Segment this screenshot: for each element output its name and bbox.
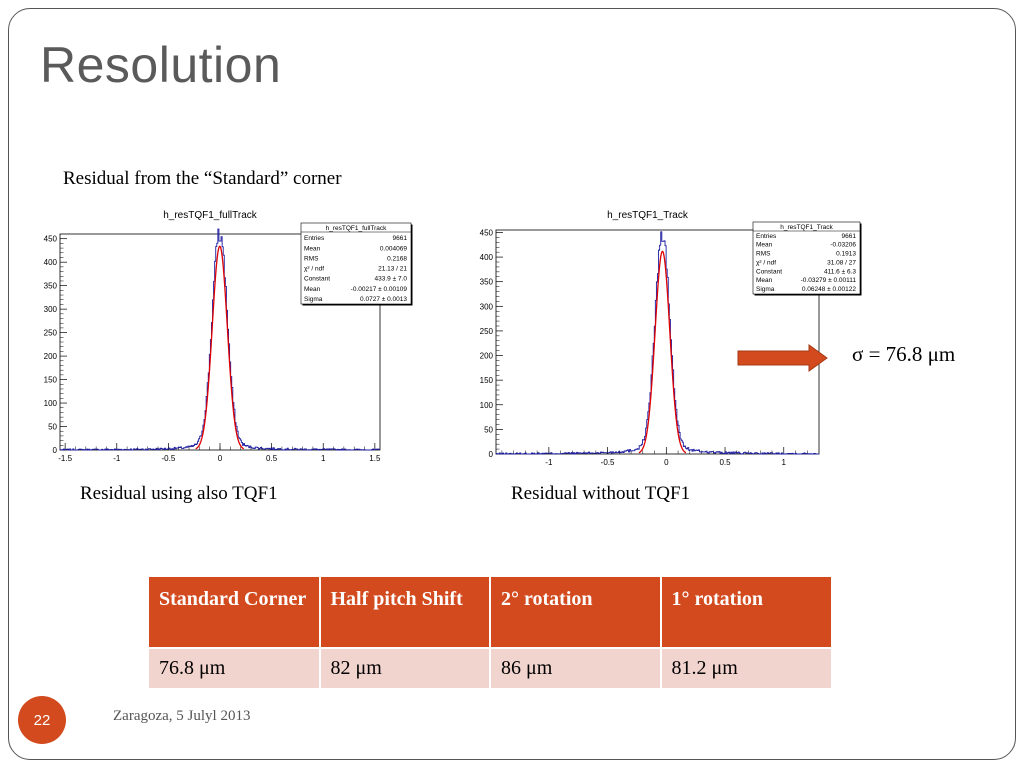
y-tick-label: 450 xyxy=(480,228,494,237)
y-tick-label: 150 xyxy=(44,376,58,385)
y-tick-label: 400 xyxy=(480,253,494,262)
stats-row-value: -0.03206 xyxy=(830,242,856,249)
histogram-line xyxy=(495,231,819,455)
stats-row-value: 31.08 / 27 xyxy=(827,259,856,266)
y-tick-label: 0 xyxy=(53,446,58,455)
histogram-right-svg: h_resTQF1_Track 0 50 100 150 200 250 300 350 400 4… xyxy=(480,210,862,467)
stats-row-label: Mean xyxy=(756,277,773,284)
stats-row-label: Mean xyxy=(304,245,321,252)
caption-right-plot: Residual without TQF1 xyxy=(511,483,691,504)
gaussian-fit-line xyxy=(195,245,245,450)
x-tick-label: -0.5 xyxy=(601,458,615,467)
table-cell: 82 μm xyxy=(319,647,491,688)
stats-row-value: -0.00217 ± 0.00109 xyxy=(351,286,408,293)
y-tick-label: 100 xyxy=(480,401,494,410)
x-tick-label: 1.5 xyxy=(369,454,381,463)
y-tick-label: 150 xyxy=(480,376,494,385)
sigma-result: σ = 76.8 μm xyxy=(852,342,956,366)
stats-row-value: 433.9 ± 7.0 xyxy=(375,276,408,283)
stats-row-label: Sigma xyxy=(756,286,775,293)
x-tick-label: -1 xyxy=(113,454,121,463)
chart-title: h_resTQF1_fullTrack xyxy=(163,210,258,221)
histogram-left: h_resTQF1_fullTrack 0 50 100 150 200 250 300 350… xyxy=(20,204,420,472)
y-tick-label: 200 xyxy=(44,352,58,361)
stats-row-value: 0.004069 xyxy=(380,245,407,252)
x-tick-label: -1.5 xyxy=(58,454,72,463)
y-tick-label: 50 xyxy=(484,425,493,434)
y-tick-label: 300 xyxy=(44,305,58,314)
stats-row-value: 9661 xyxy=(393,235,408,242)
histogram-right: h_resTQF1_Track 0 50 100 150 200 250 300 350 400 4… xyxy=(464,204,864,472)
table-header-row: Standard Corner Half pitch Shift 2° rota… xyxy=(149,577,831,648)
caption-left-plot: Residual using also TQF1 xyxy=(80,483,278,504)
gaussian-fit-line xyxy=(638,250,687,454)
x-tick-label: -0.5 xyxy=(161,454,175,463)
chart-title: h_resTQF1_Track xyxy=(607,210,689,221)
stats-row-label: χ² / ndf xyxy=(756,259,776,266)
arrow-right-icon xyxy=(737,344,828,372)
slide-title: Resolution xyxy=(40,37,282,93)
stats-row-label: χ² / ndf xyxy=(304,266,324,273)
stats-row-label: Entries xyxy=(304,235,325,242)
y-tick-label: 300 xyxy=(480,302,494,311)
stats-box-frame xyxy=(752,221,861,295)
stats-row-value: -0.03279 ± 0.00111 xyxy=(801,277,857,284)
stats-box-frame xyxy=(300,222,412,305)
caption-standard-corner: Residual from the “Standard” corner xyxy=(63,168,342,189)
y-tick-label: 350 xyxy=(480,278,494,287)
table-row: 76.8 μm 82 μm 86 μm 81.2 μm xyxy=(149,647,831,688)
histogram-line xyxy=(59,228,380,451)
x-tick-label: 0.5 xyxy=(719,458,731,467)
stats-row-label: Constant xyxy=(756,268,782,275)
results-table: Standard Corner Half pitch Shift 2° rota… xyxy=(149,577,831,688)
x-tick-label: 0 xyxy=(218,454,223,463)
stats-row-label: Mean xyxy=(756,242,773,249)
stats-row-value: 9661 xyxy=(842,233,857,240)
stats-row-value: 0.2168 xyxy=(387,255,407,262)
table-cell: 76.8 μm xyxy=(149,647,321,688)
table-header-cell: 1° rotation xyxy=(660,577,831,648)
x-tick-label: -1 xyxy=(545,458,553,467)
y-tick-label: 350 xyxy=(44,282,58,291)
stats-row-value: 0.1913 xyxy=(836,251,856,258)
stats-row-value: 0.06248 ± 0.00122 xyxy=(802,286,857,293)
stats-row-label: RMS xyxy=(756,251,771,258)
stats-row-label: Entries xyxy=(756,233,777,240)
stats-row-label: RMS xyxy=(304,255,319,262)
plot-frame xyxy=(495,229,820,455)
y-tick-label: 0 xyxy=(489,450,494,459)
table-header-cell: Standard Corner xyxy=(149,577,321,648)
stats-box-title: h_resTQF1_Track xyxy=(780,224,833,231)
stats-box-title: h_resTQF1_fullTrack xyxy=(326,225,388,232)
stats-row-label: Constant xyxy=(304,276,330,283)
y-tick-label: 400 xyxy=(44,258,58,267)
y-tick-label: 50 xyxy=(48,423,57,432)
x-tick-label: 1 xyxy=(321,454,326,463)
y-tick-label: 200 xyxy=(480,352,494,361)
slide-frame xyxy=(8,8,1016,760)
footer-text: Zaragoza, 5 Julyl 2013 xyxy=(113,708,251,724)
y-tick-label: 100 xyxy=(44,399,58,408)
x-tick-label: 1 xyxy=(782,458,787,467)
stats-row-value: 0.0727 ± 0.0013 xyxy=(360,296,407,303)
stats-row-label: Mean xyxy=(304,286,321,293)
stats-row-value: 21.13 / 21 xyxy=(378,266,407,273)
table-header-cell: 2° rotation xyxy=(490,577,662,648)
x-tick-label: 0 xyxy=(664,458,669,467)
y-tick-label: 450 xyxy=(44,235,58,244)
stats-row-value: 411.6 ± 6.3 xyxy=(824,268,856,275)
table-header-cell: Half pitch Shift xyxy=(319,577,491,648)
stats-row-label: Sigma xyxy=(304,296,323,303)
table-cell: 81.2 μm xyxy=(660,647,831,688)
page-number-badge: 22 xyxy=(18,696,66,744)
table-cell: 86 μm xyxy=(490,647,662,688)
x-tick-label: 0.5 xyxy=(266,454,278,463)
histogram-left-svg: h_resTQF1_fullTrack 0 50 100 150 200 250 300 350… xyxy=(44,210,413,463)
y-tick-label: 250 xyxy=(480,327,494,336)
y-tick-label: 250 xyxy=(44,329,58,338)
